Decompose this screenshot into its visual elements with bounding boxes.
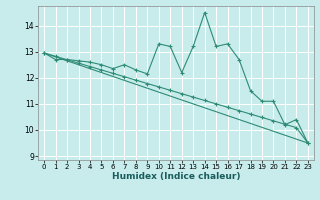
X-axis label: Humidex (Indice chaleur): Humidex (Indice chaleur) bbox=[112, 172, 240, 181]
